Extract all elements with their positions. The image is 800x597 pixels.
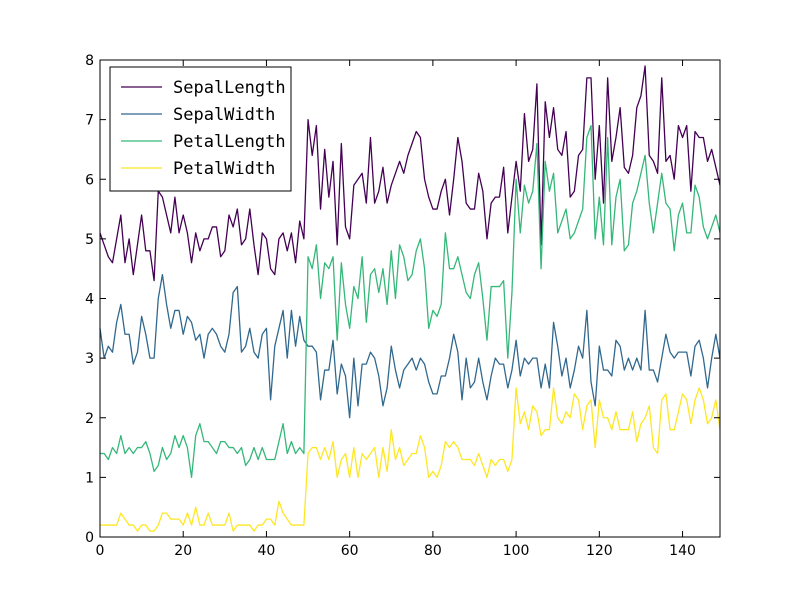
- y-tick-label: 8: [85, 53, 94, 69]
- y-tick-label: 7: [85, 113, 94, 129]
- legend-label-sepalwidth: SepalWidth: [173, 105, 275, 125]
- y-tick-label: 6: [85, 172, 94, 188]
- legend-label-petalwidth: PetalWidth: [173, 159, 275, 179]
- y-tick-label: 2: [85, 411, 94, 427]
- x-tick-label: 40: [258, 543, 276, 559]
- y-tick-label: 3: [85, 351, 94, 367]
- series-line-petallength: [100, 124, 721, 479]
- legend: SepalLength SepalWidth PetalLength PetalWid…: [109, 66, 292, 192]
- series-line-sepalwidth: [99, 273, 721, 419]
- axis-ticks: 0 20 40 60 80 100 120 140 0 1 2 3 4 5 6 7 8: [85, 53, 720, 559]
- series-lines: [99, 65, 721, 532]
- y-tick-label: 5: [85, 232, 94, 248]
- y-tick-label: 0: [85, 530, 94, 546]
- x-tick-label: 20: [174, 543, 192, 559]
- legend-box: [109, 66, 292, 192]
- series-line-petalwidth: [100, 387, 721, 532]
- x-tick-label: 0: [96, 543, 105, 559]
- legend-label-sepallength: SepalLength: [173, 78, 286, 98]
- y-tick-label: 4: [85, 292, 94, 308]
- x-tick-label: 80: [424, 543, 442, 559]
- x-tick-label: 100: [503, 543, 530, 559]
- series-line-sepallength: [99, 65, 721, 282]
- x-tick-label: 140: [669, 543, 696, 559]
- x-tick-label: 60: [341, 543, 359, 559]
- x-tick-label: 120: [586, 543, 613, 559]
- legend-label-petallength: PetalLength: [173, 132, 286, 152]
- y-tick-label: 1: [85, 470, 94, 486]
